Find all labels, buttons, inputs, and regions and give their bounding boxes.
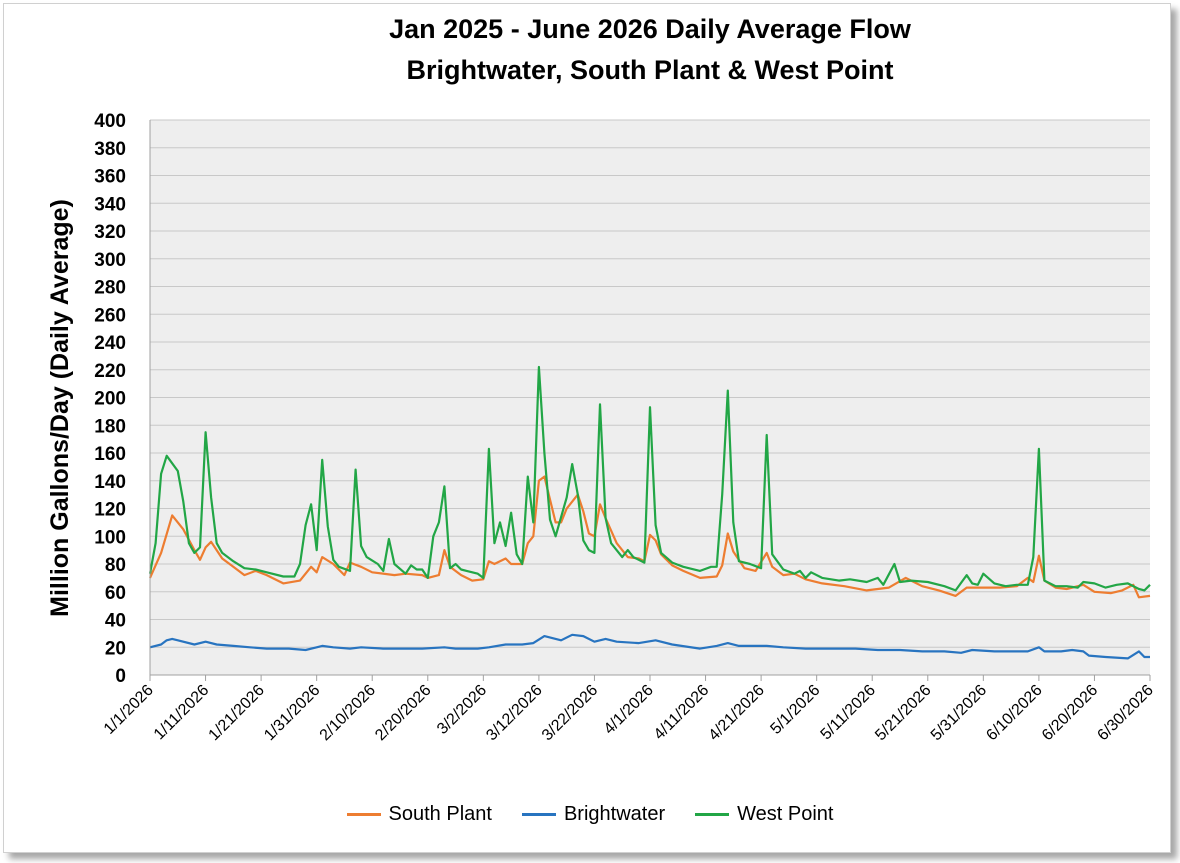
x-tick-label: 3/2/2026: [434, 682, 490, 738]
legend-swatch-south-plant: [346, 813, 381, 816]
x-tick-label: 4/1/2026: [601, 682, 657, 738]
series-line-west-point: [148, 365, 1151, 592]
y-tick-label: 380: [94, 139, 126, 160]
x-tick-label: 5/31/2026: [928, 682, 990, 744]
y-tick-label: 40: [105, 611, 126, 632]
y-tick-label: 180: [94, 416, 126, 437]
y-tick-label: 400: [94, 111, 126, 132]
y-tick-label: 340: [94, 194, 126, 215]
legend-item-brightwater: Brightwater: [521, 803, 666, 826]
y-tick-label: 120: [94, 500, 126, 521]
y-tick-label: 20: [105, 638, 126, 659]
x-tick-label: 5/1/2026: [767, 682, 823, 738]
gridlines: [150, 119, 1150, 676]
y-tick-label: 80: [105, 555, 126, 576]
x-tick-label: 1/1/2026: [101, 682, 157, 738]
legend-item-west-point: West Point: [695, 803, 833, 826]
y-axis-label: Million Gallons/Day (Daily Average): [46, 199, 74, 617]
x-tick-label: 5/21/2026: [872, 682, 934, 744]
y-tick-label: 100: [94, 527, 126, 548]
y-tick-label: 360: [94, 167, 126, 188]
legend: South Plant Brightwater West Point: [0, 803, 1180, 826]
x-tick-label: 1/21/2026: [206, 682, 268, 744]
legend-label-south-plant: South Plant: [388, 803, 492, 825]
x-tick-label: 6/10/2026: [983, 682, 1045, 744]
series-line-brightwater: [149, 633, 1150, 660]
y-tick-label: 300: [94, 250, 126, 271]
y-tick-label: 160: [94, 444, 126, 465]
x-tick-label: 6/20/2026: [1039, 682, 1101, 744]
y-tick-label: 140: [94, 472, 126, 493]
x-tick-label: 1/31/2026: [261, 682, 323, 744]
series-lines: [148, 365, 1151, 660]
legend-label-brightwater: Brightwater: [563, 803, 666, 825]
legend-item-south-plant: South Plant: [346, 803, 492, 826]
x-tick-label: 2/10/2026: [317, 682, 379, 744]
x-tick-label: 4/21/2026: [706, 682, 768, 744]
y-tick-label: 60: [105, 583, 126, 604]
y-tick-label: 260: [94, 305, 126, 326]
y-tick-label: 200: [94, 389, 126, 410]
y-tick-label: 220: [94, 361, 126, 382]
x-tick-label: 2/20/2026: [372, 682, 434, 744]
chart-title: Jan 2025 - June 2026 Daily Average Flow: [389, 14, 911, 44]
chart-subtitle: Brightwater, South Plant & West Point: [406, 55, 894, 85]
x-tick-label: 3/22/2026: [539, 682, 601, 744]
x-tick-label: 1/11/2026: [151, 682, 213, 744]
y-tick-label: 240: [94, 333, 126, 354]
y-tick-label: 280: [94, 278, 126, 299]
legend-swatch-brightwater: [521, 813, 556, 816]
x-tick-label: 5/11/2026: [818, 682, 880, 744]
legend-label-west-point: West Point: [737, 803, 834, 825]
y-tick-label: 320: [94, 222, 126, 243]
legend-swatch-west-point: [695, 813, 730, 816]
y-tick-label: 0: [115, 666, 126, 687]
x-tick-label: 3/12/2026: [483, 682, 545, 744]
x-tick-label: 6/30/2026: [1094, 682, 1156, 744]
x-tick-label: 4/11/2026: [651, 682, 713, 744]
